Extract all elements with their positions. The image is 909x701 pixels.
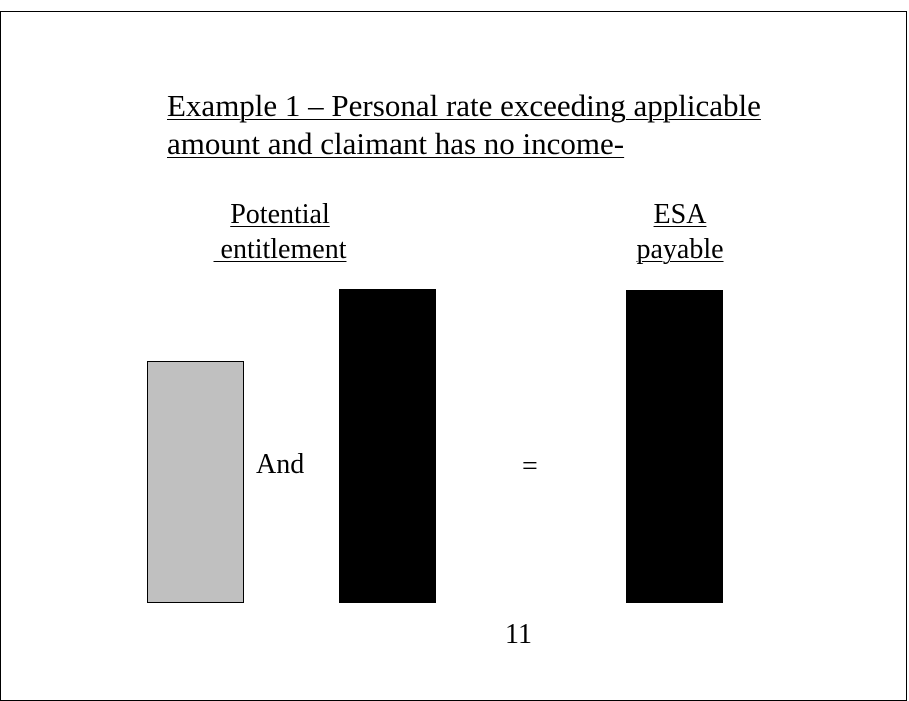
and-connector: And (256, 449, 305, 480)
esa-payable-heading: ESA payable (580, 197, 780, 267)
potential-entitlement-heading: Potential entitlement (180, 197, 380, 267)
page-number: 11 (505, 619, 532, 650)
esa-payable-heading-line-1: ESA (653, 199, 707, 230)
esa-payable-heading-line-2: payable (636, 234, 724, 265)
equals-sign: = (522, 451, 538, 482)
slide-title-line-1: Example 1 – Personal rate exceeding appl… (167, 88, 761, 123)
slide-title: Example 1 – Personal rate exceeding appl… (167, 87, 807, 163)
personal-rate-bar (147, 361, 244, 603)
potential-entitlement-heading-line-2: entitlement (213, 234, 347, 265)
slide-title-line-2: amount and claimant has no income- (167, 126, 625, 161)
potential-entitlement-heading-line-1: Potential (230, 199, 330, 230)
esa-payable-bar (626, 290, 723, 603)
applicable-amount-bar (339, 289, 436, 603)
